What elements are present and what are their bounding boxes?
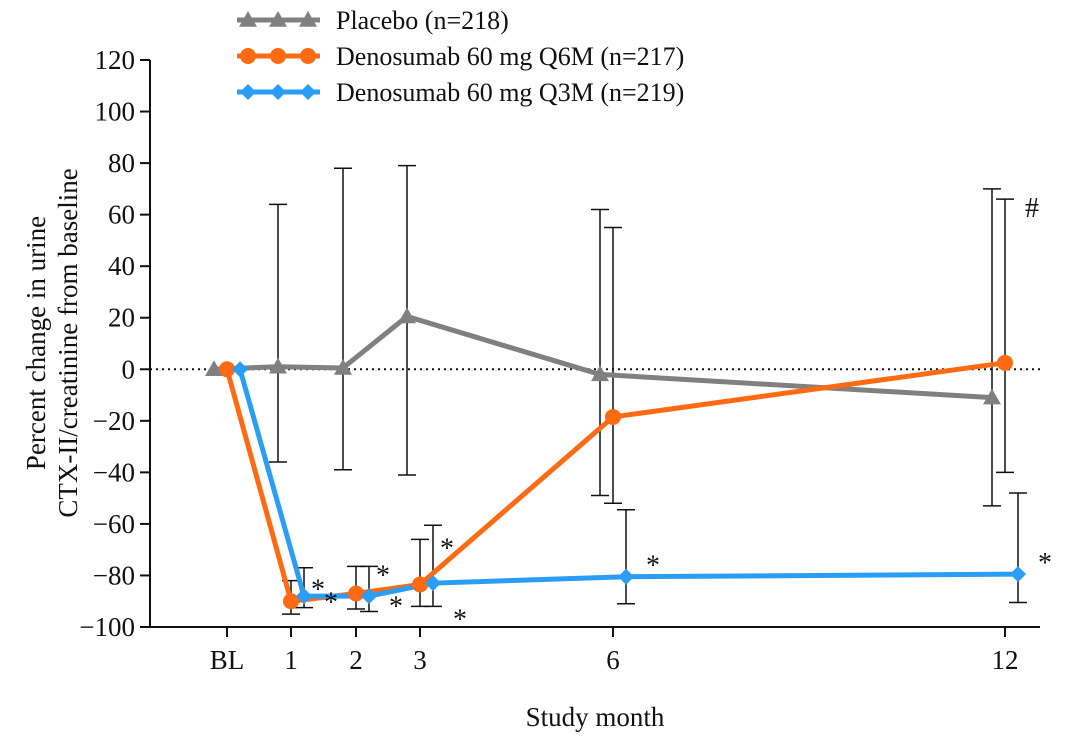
x-tick-label: 12 (992, 645, 1019, 675)
legend-item: Denosumab 60 mg Q6M (n=217) (237, 42, 684, 71)
data-point (334, 358, 352, 375)
y-axis-title-line: Percent change in urine (21, 216, 51, 470)
data-point (605, 408, 621, 425)
legend-label: Placebo (n=218) (336, 6, 509, 35)
y-tick-label: 20 (108, 303, 135, 333)
legend-item: Placebo (n=218) (237, 6, 509, 35)
y-tick-label: −100 (79, 612, 135, 642)
data-point (269, 357, 287, 374)
legend-item: Denosumab 60 mg Q3M (n=219) (237, 78, 684, 107)
y-tick-label: 40 (108, 251, 135, 281)
legend-swatch-marker (270, 48, 286, 64)
y-tick-label: −40 (93, 457, 135, 487)
legend-swatch-marker (270, 84, 286, 100)
y-axis-title: Percent change in urineCTX-II/creatinine… (21, 168, 83, 517)
y-tick-label: 80 (108, 148, 135, 178)
data-point (205, 360, 223, 377)
significance-marks: * **#* * ** * (311, 193, 1052, 635)
x-tick-label: 1 (284, 645, 298, 675)
legend-swatch-marker (269, 11, 287, 27)
y-tick-label: −20 (93, 406, 135, 436)
significance-mark: * (376, 560, 390, 591)
legend-swatch-marker (300, 84, 316, 100)
y-axis: −100 −80 −60 −40 −20 0 20 40 60 80 100 120 (79, 45, 151, 642)
x-tick-label: BL (210, 645, 245, 675)
significance-mark: * (440, 533, 454, 564)
legend-swatch-marker (300, 48, 316, 64)
series-line (224, 360, 1006, 604)
legend-swatch-marker (240, 84, 256, 100)
x-tick-label: 2 (349, 645, 363, 675)
y-axis-title-line: CTX-II/creatinine from baseline (53, 168, 83, 517)
x-axis: BL 1 2 3 6 12 (150, 626, 1040, 675)
series-lines (213, 313, 1019, 604)
x-tick-label: 6 (606, 645, 620, 675)
data-point (361, 588, 377, 605)
data-point (398, 307, 416, 324)
y-tick-label: −60 (93, 509, 135, 539)
significance-mark: * (389, 592, 403, 623)
legend-swatch-marker (299, 11, 317, 27)
data-point (232, 361, 248, 378)
significance-mark: * (1038, 548, 1052, 579)
x-axis-title: Study month (526, 702, 665, 732)
legend-swatch-marker (240, 48, 256, 64)
x-tick-label: 3 (413, 645, 427, 675)
series-line (237, 368, 1019, 599)
data-point (997, 354, 1013, 371)
data-point (618, 568, 634, 585)
legend-label: Denosumab 60 mg Q3M (n=219) (336, 78, 684, 107)
data-point (348, 585, 364, 602)
data-point (983, 388, 1001, 405)
y-tick-label: 60 (108, 200, 135, 230)
significance-mark: * (324, 588, 338, 619)
legend-swatch-marker (239, 11, 257, 27)
data-point (591, 365, 609, 382)
significance-mark: * (646, 551, 660, 582)
data-point (219, 361, 235, 378)
data-point (296, 588, 312, 605)
legend: Placebo (n=218) Denosumab 60 mg Q6M (n=21… (237, 6, 684, 107)
y-tick-label: 0 (122, 354, 136, 384)
data-point (412, 576, 428, 593)
y-tick-label: −80 (93, 560, 135, 590)
y-tick-label: 120 (95, 45, 136, 75)
y-tick-label: 100 (95, 97, 136, 127)
data-point (425, 575, 441, 592)
error-bars (269, 164, 1027, 615)
series-markers (205, 307, 1026, 610)
series-line (213, 313, 993, 401)
data-point (1010, 566, 1026, 583)
significance-mark: * (453, 604, 467, 635)
significance-mark: * (311, 575, 325, 606)
legend-label: Denosumab 60 mg Q6M (n=217) (336, 42, 684, 71)
significance-mark: # (1025, 193, 1039, 224)
data-point (283, 593, 299, 610)
